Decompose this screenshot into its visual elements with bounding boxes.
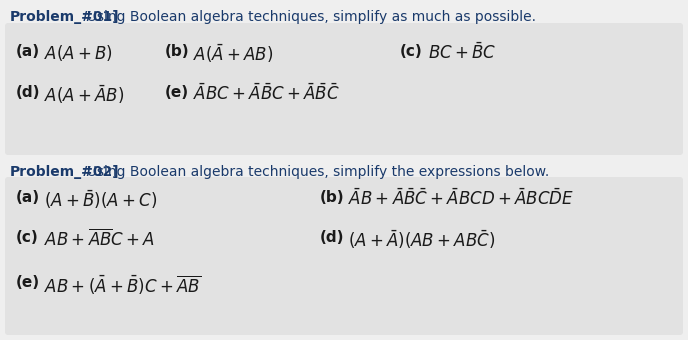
Text: $A(A + B)$: $A(A + B)$	[44, 43, 113, 63]
Text: Problem_#01]: Problem_#01]	[10, 10, 120, 24]
FancyBboxPatch shape	[5, 23, 683, 155]
Text: $BC + \bar{B}C$: $BC + \bar{B}C$	[428, 43, 496, 64]
Text: $A(\bar{A} + AB)$: $A(\bar{A} + AB)$	[193, 43, 273, 65]
Text: (d): (d)	[16, 85, 41, 100]
Text: Using Boolean algebra techniques, simplify as much as possible.: Using Boolean algebra techniques, simpli…	[78, 10, 536, 24]
Text: (c): (c)	[16, 230, 39, 245]
Text: (c): (c)	[400, 44, 422, 59]
Text: $AB + (\bar{A} + \bar{B})C + \overline{AB}$: $AB + (\bar{A} + \bar{B})C + \overline{A…	[44, 274, 201, 297]
Text: (a): (a)	[16, 190, 40, 205]
Text: (b): (b)	[165, 44, 190, 59]
Text: $(A + \bar{A})(AB + AB\bar{C})$: $(A + \bar{A})(AB + AB\bar{C})$	[348, 229, 495, 252]
Text: $A(A + \bar{A}B)$: $A(A + \bar{A}B)$	[44, 84, 125, 106]
Text: (d): (d)	[320, 230, 345, 245]
Text: $(A + \bar{B})(A + C)$: $(A + \bar{B})(A + C)$	[44, 189, 157, 211]
Text: (e): (e)	[16, 275, 40, 290]
Text: $AB + \overline{AB}C + A$: $AB + \overline{AB}C + A$	[44, 229, 155, 250]
Text: $\bar{A}BC + \bar{A}\bar{B}C + \bar{A}\bar{B}\bar{C}$: $\bar{A}BC + \bar{A}\bar{B}C + \bar{A}\b…	[193, 84, 340, 104]
Text: (a): (a)	[16, 44, 40, 59]
Text: (b): (b)	[320, 190, 345, 205]
Text: Problem_#02]: Problem_#02]	[10, 165, 120, 179]
Text: Using Boolean algebra techniques, simplify the expressions below.: Using Boolean algebra techniques, simpli…	[78, 165, 549, 179]
FancyBboxPatch shape	[5, 177, 683, 335]
Text: $\bar{A}B + \bar{A}\bar{B}\bar{C} + \bar{A}BCD + \bar{A}BC\bar{D}E$: $\bar{A}B + \bar{A}\bar{B}\bar{C} + \bar…	[348, 189, 574, 209]
Text: (e): (e)	[165, 85, 189, 100]
